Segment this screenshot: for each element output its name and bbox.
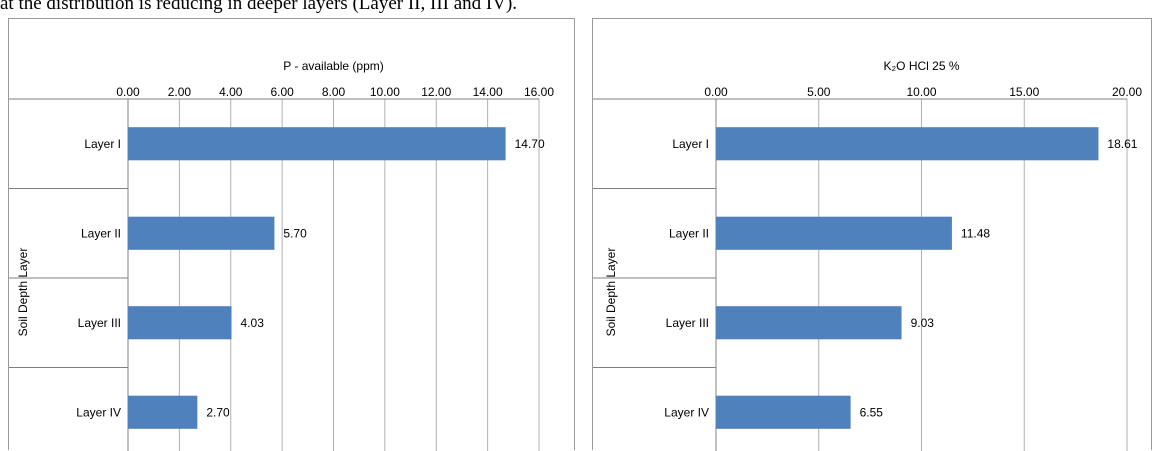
x-tick-label: 6.00 (270, 85, 294, 99)
x-tick-label: 4.00 (219, 85, 243, 99)
category-label: Layer II (669, 226, 709, 240)
x-tick-label: 0.00 (116, 85, 140, 99)
x-tick-label: 10.00 (370, 85, 400, 99)
x-tick-label: 16.00 (524, 85, 554, 99)
bar (128, 395, 198, 429)
data-label: 18.61 (1107, 137, 1137, 151)
x-tick-label: 0.00 (704, 85, 728, 99)
chart-title: K₂O HCl 25 % (883, 59, 959, 73)
x-tick-label: 10.00 (906, 85, 936, 99)
category-label: Layer IV (76, 405, 121, 419)
bar (128, 127, 506, 161)
data-label: 4.03 (241, 316, 265, 330)
bar (716, 127, 1099, 161)
y-axis-title: Soil Depth Layer (604, 248, 618, 337)
data-label: 2.70 (206, 405, 230, 419)
data-label: 11.48 (961, 226, 990, 240)
bar (716, 395, 851, 429)
category-label: Layer I (672, 137, 709, 151)
data-label: 6.55 (860, 405, 884, 419)
category-label: Layer II (81, 226, 121, 240)
x-tick-label: 20.00 (1112, 85, 1142, 99)
phosphorus-chart-svg: P - available (ppm) 0.00 2.00 4.00 6.00 8.00 1… (9, 59, 554, 451)
x-tick-label: 15.00 (1009, 85, 1039, 99)
category-label: Layer I (84, 137, 121, 151)
x-tick-label: 14.00 (473, 85, 503, 99)
y-axis-title: Soil Depth Layer (16, 248, 30, 337)
x-tick-label: 12.00 (421, 85, 451, 99)
bar (128, 306, 232, 340)
chart-title: P - available (ppm) (283, 59, 384, 73)
category-label: Layer IV (664, 405, 709, 419)
data-label: 9.03 (911, 316, 935, 330)
potassium-chart-svg: K₂O HCl 25 % 0.00 5.00 10.00 15.00 20.00 Layer… (593, 59, 1142, 451)
bar (716, 306, 902, 340)
x-tick-label: 8.00 (322, 85, 346, 99)
body-text-fragment: at the distribution is reducing in deepe… (0, 0, 518, 14)
x-tick-label: 5.00 (807, 85, 831, 99)
x-tick-label: 2.00 (168, 85, 192, 99)
bar (128, 216, 275, 250)
data-label: 14.70 (515, 137, 545, 151)
category-label: Layer III (78, 316, 121, 330)
data-label: 5.70 (283, 226, 307, 240)
phosphorus-chart: P - available (ppm) 0.00 2.00 4.00 6.00 8.00 1… (8, 18, 575, 451)
bar (716, 216, 952, 250)
category-label: Layer III (666, 316, 709, 330)
potassium-chart: K₂O HCl 25 % 0.00 5.00 10.00 15.00 20.00 Layer… (592, 18, 1152, 451)
